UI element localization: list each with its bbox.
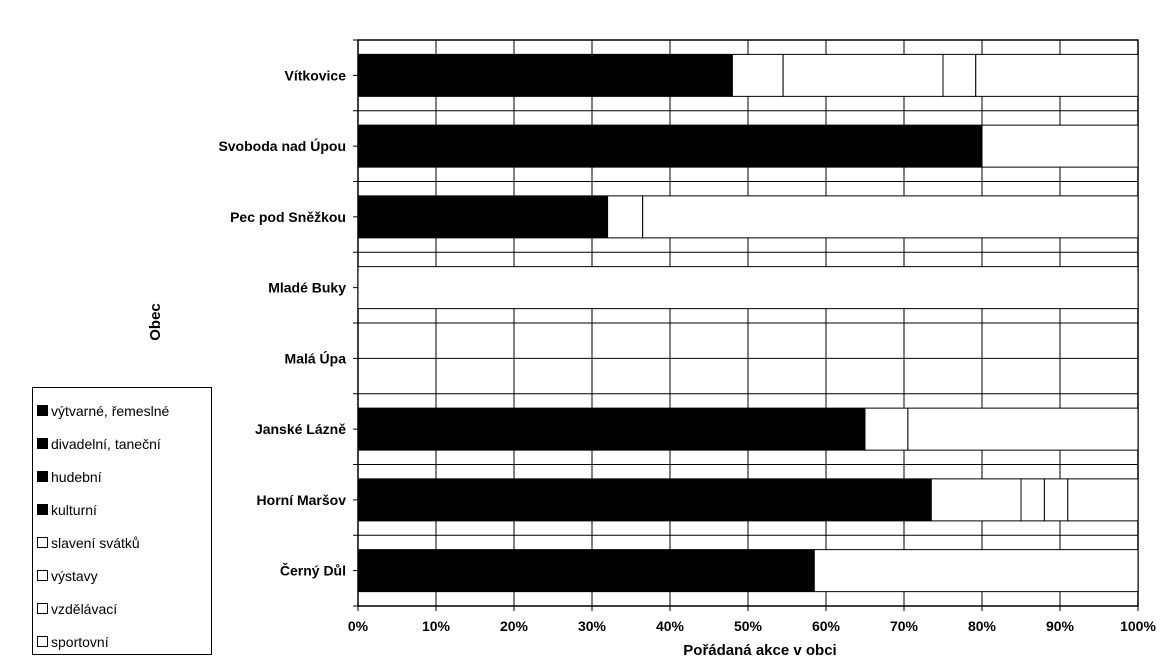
bar-segment bbox=[357, 549, 815, 593]
x-tick-label: 90% bbox=[1046, 618, 1075, 634]
bar-segment bbox=[813, 549, 1139, 593]
legend-swatch bbox=[37, 570, 48, 581]
legend-swatch bbox=[37, 471, 48, 482]
bar-segment bbox=[642, 195, 1139, 239]
category-label: Svoboda nad Úpou bbox=[218, 137, 346, 154]
legend-label: kulturní bbox=[51, 501, 97, 518]
bars bbox=[357, 53, 1139, 593]
bar-segment bbox=[864, 407, 909, 451]
x-tick-label: 20% bbox=[500, 618, 529, 634]
legend-item: vzdělávací bbox=[37, 592, 211, 625]
legend-item: kulturní bbox=[37, 493, 211, 526]
legend-item: slavení svátků bbox=[37, 526, 211, 559]
category-label: Vítkovice bbox=[285, 67, 347, 83]
legend-label: divadelní, taneční bbox=[51, 435, 161, 452]
x-tick-label: 100% bbox=[1120, 618, 1156, 634]
bar-segment bbox=[357, 266, 1139, 310]
legend-label: hudební bbox=[51, 468, 102, 485]
bar-segment bbox=[907, 407, 1139, 451]
plot-border bbox=[357, 39, 1139, 607]
bar-segment bbox=[1067, 478, 1139, 522]
legend: výtvarné, řemeslné divadelní, taneční hude… bbox=[32, 387, 212, 655]
legend-item: divadelní, taneční bbox=[37, 427, 211, 460]
bar-segment bbox=[357, 195, 609, 239]
legend-swatch bbox=[37, 603, 48, 614]
x-tick-label: 10% bbox=[422, 618, 451, 634]
bar-segment bbox=[357, 124, 983, 168]
bar-segment bbox=[930, 478, 1022, 522]
legend-label: sportovní bbox=[51, 633, 109, 650]
legend-label: výtvarné, řemeslné bbox=[51, 402, 170, 419]
bar-segment bbox=[357, 407, 866, 451]
legend-swatch bbox=[37, 636, 48, 647]
legend-item: výtvarné, řemeslné bbox=[37, 394, 211, 427]
bar-segment bbox=[357, 53, 733, 97]
legend-swatch bbox=[37, 438, 48, 449]
category-label: Mladé Buky bbox=[268, 280, 346, 296]
legend-label: vzdělávací bbox=[51, 600, 118, 617]
legend-item: sportovní bbox=[37, 625, 211, 658]
category-label: Janské Lázně bbox=[255, 421, 346, 437]
bar-segment bbox=[1043, 478, 1069, 522]
x-tick-label: 40% bbox=[656, 618, 685, 634]
legend-item: výstavy bbox=[37, 559, 211, 592]
bar-segment bbox=[942, 53, 977, 97]
x-tick-label: 0% bbox=[348, 618, 369, 634]
legend-swatch bbox=[37, 537, 48, 548]
x-tick-label: 80% bbox=[968, 618, 997, 634]
y-axis-title: Obec bbox=[147, 303, 164, 341]
legend-item: hudební bbox=[37, 460, 211, 493]
category-labels: Vítkovice Svoboda nad Úpou Pec pod Sněžkou… bbox=[218, 67, 346, 578]
x-tick-label: 30% bbox=[578, 618, 607, 634]
bar-segment bbox=[357, 478, 932, 522]
x-tick-label: 70% bbox=[890, 618, 919, 634]
category-label: Černý Důl bbox=[280, 562, 346, 579]
bar-segment bbox=[981, 124, 1139, 168]
category-label: Malá Úpa bbox=[285, 349, 347, 366]
legend-swatch bbox=[37, 405, 48, 416]
bar-segment bbox=[975, 53, 1139, 97]
bar-segment bbox=[782, 53, 944, 97]
x-axis-title: Pořádaná akce v obci bbox=[683, 642, 836, 659]
bar-segment bbox=[731, 53, 784, 97]
x-tick-labels: 0% 10% 20% 30% 40% 50% 60% 70% 80% 90% 100% bbox=[348, 618, 1157, 634]
legend-label: slavení svátků bbox=[51, 534, 140, 551]
x-tick-label: 50% bbox=[734, 618, 763, 634]
x-tick-label: 60% bbox=[812, 618, 841, 634]
category-label: Horní Maršov bbox=[257, 492, 347, 508]
legend-swatch bbox=[37, 504, 48, 515]
legend-label: výstavy bbox=[51, 567, 98, 584]
bar-segment bbox=[607, 195, 644, 239]
bar-segment bbox=[1020, 478, 1045, 522]
category-label: Pec pod Sněžkou bbox=[230, 209, 346, 225]
